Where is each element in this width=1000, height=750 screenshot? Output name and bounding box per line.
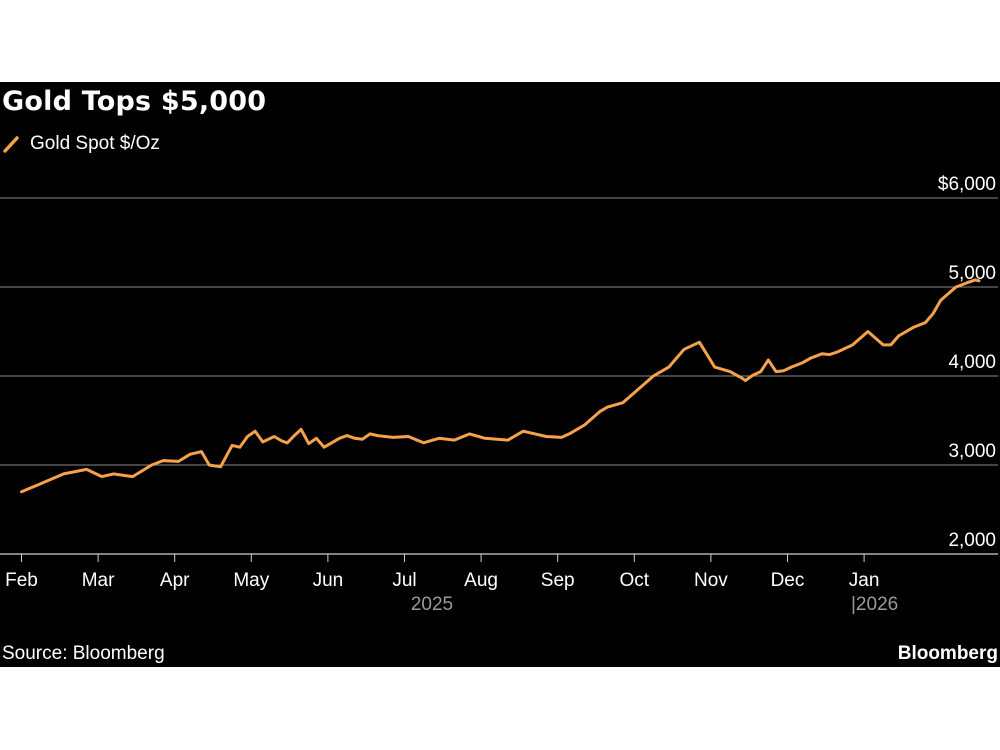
- chart-title: Gold Tops $5,000: [2, 86, 267, 117]
- x-tick-label: Jan: [849, 570, 880, 591]
- year-label-2026: |2026: [851, 594, 898, 615]
- x-tick-label: Jul: [392, 570, 416, 591]
- legend-line-icon: [3, 136, 19, 153]
- chart-panel: Gold Tops $5,000 Gold Spot $/Oz 2,000 3,0…: [0, 82, 1000, 667]
- y-tick-label: $6,000: [938, 174, 996, 195]
- year-label-2025: 2025: [411, 594, 453, 615]
- x-tick-label: Aug: [464, 570, 498, 591]
- y-tick-label: 5,000: [948, 263, 996, 284]
- bloomberg-logo: Bloomberg: [897, 643, 998, 664]
- x-tick-label: Apr: [160, 570, 190, 591]
- x-tick-label: Mar: [82, 570, 115, 591]
- series-line-gold-spot: [20, 278, 981, 494]
- x-tick-label: Feb: [5, 570, 38, 591]
- legend-label: Gold Spot $/Oz: [30, 133, 160, 154]
- y-tick-label: 2,000: [948, 530, 996, 551]
- x-tick-label: May: [233, 570, 269, 591]
- x-tick-label: Oct: [620, 570, 650, 591]
- source-note: Source: Bloomberg: [2, 643, 165, 664]
- legend: Gold Spot $/Oz: [2, 132, 160, 156]
- x-tick-label: Nov: [694, 570, 728, 591]
- x-tick-label: Dec: [771, 570, 805, 591]
- gold-price-chart: 2,000 3,000 4,000 5,000 $6,000 Feb Mar Apr May Ju…: [0, 174, 998, 615]
- y-tick-label: 4,000: [948, 352, 996, 373]
- x-tick-label: Sep: [541, 570, 575, 591]
- x-tick-label: Jun: [313, 570, 344, 591]
- y-tick-label: 3,000: [948, 441, 996, 462]
